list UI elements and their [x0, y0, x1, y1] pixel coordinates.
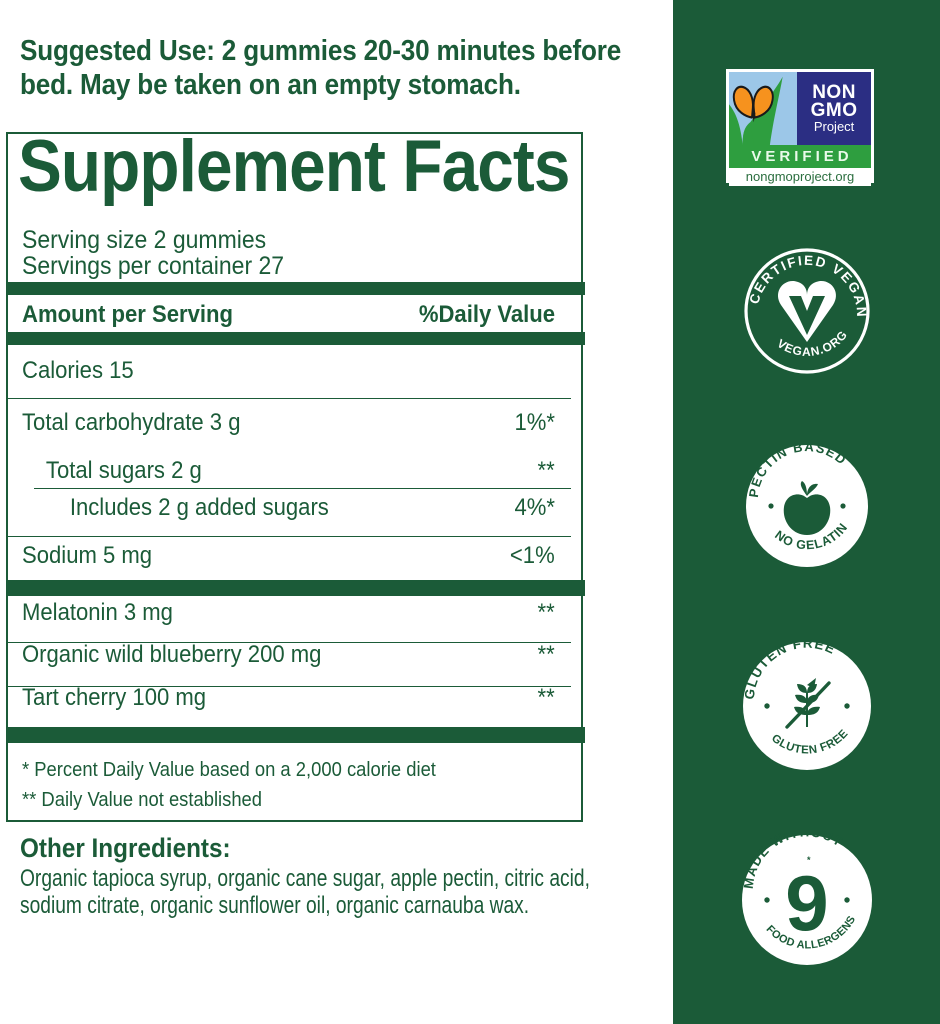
svg-text:9: 9 — [785, 859, 828, 947]
